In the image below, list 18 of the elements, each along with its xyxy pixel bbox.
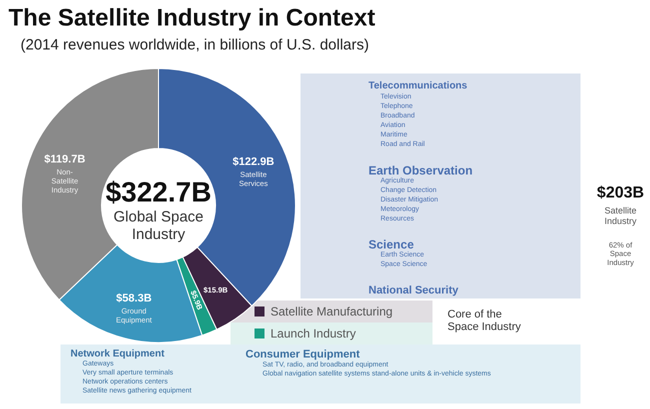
- text: Science: [368, 238, 414, 252]
- data-label: $122.9B: [232, 156, 274, 168]
- text: National Security: [368, 284, 460, 296]
- text: $322.7B: [106, 176, 212, 208]
- text: Satellite Industry: [604, 206, 638, 226]
- data-label: $58.3B: [116, 292, 152, 304]
- text: Global Space Industry: [113, 208, 204, 243]
- legend-label: Launch Industry: [270, 326, 356, 340]
- legend-label: Satellite Manufacturing: [270, 304, 393, 318]
- chart-title: The Satellite Industry in Context: [8, 4, 376, 32]
- text: $203B: [596, 184, 644, 202]
- text: Telecommunications: [368, 80, 468, 92]
- text: Consumer Equipment: [246, 348, 360, 360]
- chart-subtitle: (2014 revenues worldwide, in billions of U.S. dollars): [20, 36, 370, 54]
- data-label: $119.7B: [44, 153, 86, 166]
- text: Core of the Space Industry: [448, 308, 522, 334]
- text: Earth Observation: [368, 164, 473, 178]
- text: Network Equipment: [70, 348, 166, 360]
